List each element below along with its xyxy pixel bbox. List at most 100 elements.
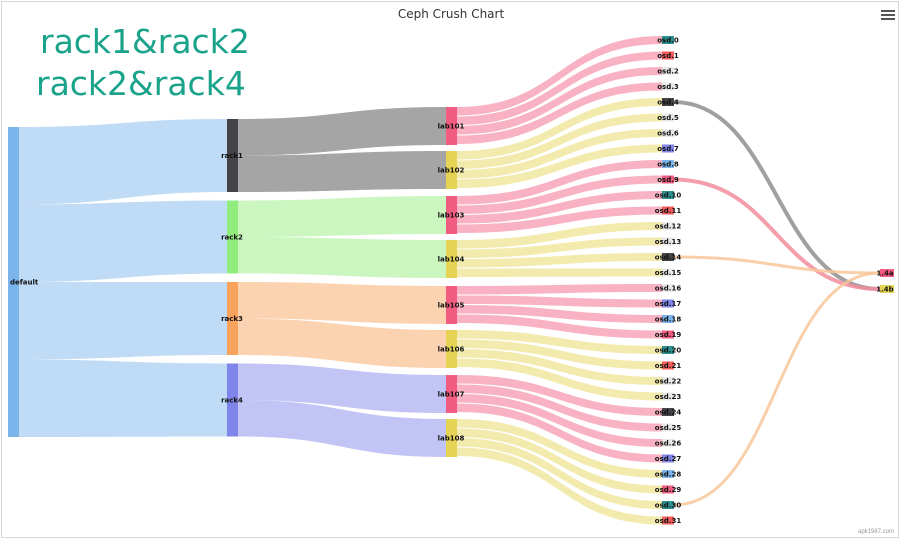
sankey-node[interactable] xyxy=(662,129,674,137)
sankey-link[interactable] xyxy=(238,107,446,156)
sankey-link[interactable] xyxy=(457,349,662,385)
sankey-link[interactable] xyxy=(457,358,662,401)
sankey-link[interactable] xyxy=(457,253,662,268)
sankey-link[interactable] xyxy=(457,191,662,224)
chart-credit[interactable]: apk1987.com xyxy=(858,529,895,535)
sankey-node[interactable] xyxy=(662,454,674,463)
sankey-node[interactable] xyxy=(662,206,674,215)
sankey-node[interactable] xyxy=(662,423,674,432)
sankey-node[interactable] xyxy=(446,151,457,189)
sankey-link[interactable] xyxy=(19,282,227,360)
sankey-link[interactable] xyxy=(457,175,662,215)
sankey-node[interactable] xyxy=(662,175,674,184)
sankey-link[interactable] xyxy=(457,284,662,295)
sankey-node[interactable] xyxy=(662,516,674,525)
sankey-node[interactable] xyxy=(446,196,457,234)
sankey-node[interactable] xyxy=(880,285,894,293)
sankey-node[interactable] xyxy=(446,330,457,368)
sankey-link[interactable] xyxy=(457,295,662,308)
sankey-node[interactable] xyxy=(662,98,674,106)
sankey-node-label: osd.29 xyxy=(655,486,682,494)
sankey-link[interactable] xyxy=(19,200,227,283)
sankey-node[interactable] xyxy=(662,253,674,261)
sankey-link[interactable] xyxy=(457,375,662,416)
sankey-node[interactable] xyxy=(662,315,674,323)
sankey-node[interactable] xyxy=(662,268,674,277)
sankey-node[interactable] xyxy=(446,419,457,457)
annotation-text: rack2&rack4 xyxy=(36,64,246,103)
sankey-link[interactable] xyxy=(457,206,662,234)
sankey-link[interactable] xyxy=(457,113,662,170)
sankey-link[interactable] xyxy=(457,314,662,339)
sankey-node[interactable] xyxy=(662,51,674,60)
sankey-link[interactable] xyxy=(457,82,662,145)
sankey-link[interactable] xyxy=(457,129,662,179)
sankey-link[interactable] xyxy=(238,400,446,457)
sankey-link[interactable] xyxy=(238,196,446,237)
sankey-node[interactable] xyxy=(227,200,238,274)
sankey-link[interactable] xyxy=(457,403,662,463)
sankey-node[interactable] xyxy=(662,501,674,509)
sankey-link[interactable] xyxy=(457,237,662,259)
sankey-link[interactable] xyxy=(457,438,662,509)
sankey-node[interactable] xyxy=(446,107,457,145)
sankey-node[interactable] xyxy=(446,286,457,324)
sankey-link[interactable] xyxy=(457,51,662,126)
sankey-link[interactable] xyxy=(457,428,662,494)
sankey-link[interactable] xyxy=(457,384,662,432)
sankey-link[interactable] xyxy=(238,318,446,369)
sankey-node[interactable] xyxy=(662,330,674,339)
sankey-link[interactable] xyxy=(457,36,662,116)
sankey-link[interactable] xyxy=(19,119,227,205)
sankey-link[interactable] xyxy=(238,151,446,192)
sankey-node[interactable] xyxy=(662,439,674,447)
sankey-node[interactable] xyxy=(446,375,457,413)
sankey-node[interactable] xyxy=(662,67,674,75)
sankey-node[interactable] xyxy=(662,160,674,168)
sankey-link[interactable] xyxy=(457,98,662,160)
sankey-node[interactable] xyxy=(662,392,674,401)
sankey-link[interactable] xyxy=(457,339,662,370)
sankey-link[interactable] xyxy=(672,255,881,275)
sankey-node[interactable] xyxy=(662,191,674,199)
sankey-link[interactable] xyxy=(457,268,662,278)
sankey-link[interactable] xyxy=(457,447,662,525)
sankey-node[interactable] xyxy=(662,113,674,122)
hamburger-menu-icon[interactable] xyxy=(881,10,895,22)
sankey-link[interactable] xyxy=(238,282,446,324)
sankey-link[interactable] xyxy=(672,271,881,507)
sankey-node[interactable] xyxy=(662,485,674,494)
sankey-node-label: osd.5 xyxy=(657,114,679,122)
sankey-link[interactable] xyxy=(457,394,662,447)
sankey-node[interactable] xyxy=(662,377,674,385)
sankey-node[interactable] xyxy=(446,240,457,278)
sankey-node[interactable] xyxy=(662,408,674,416)
sankey-link[interactable] xyxy=(238,237,446,278)
sankey-node[interactable] xyxy=(227,282,238,355)
sankey-link[interactable] xyxy=(457,419,662,478)
sankey-node[interactable] xyxy=(227,363,238,437)
sankey-link[interactable] xyxy=(457,160,662,205)
sankey-node[interactable] xyxy=(880,269,894,277)
sankey-node[interactable] xyxy=(662,36,674,44)
sankey-link[interactable] xyxy=(672,100,881,291)
sankey-node[interactable] xyxy=(8,127,19,437)
sankey-link[interactable] xyxy=(238,363,446,414)
sankey-node[interactable] xyxy=(662,222,674,230)
sankey-node[interactable] xyxy=(227,119,238,192)
sankey-node[interactable] xyxy=(662,237,674,246)
sankey-node[interactable] xyxy=(662,82,674,91)
sankey-link[interactable] xyxy=(457,67,662,135)
sankey-link[interactable] xyxy=(19,359,227,438)
sankey-node[interactable] xyxy=(662,284,674,292)
sankey-node[interactable] xyxy=(662,470,674,478)
sankey-node[interactable] xyxy=(662,361,674,370)
sankey-link[interactable] xyxy=(457,305,662,323)
sankey-node[interactable] xyxy=(662,346,674,354)
sankey-node[interactable] xyxy=(662,299,674,308)
sankey-link[interactable] xyxy=(457,330,662,354)
sankey-node-label: lab102 xyxy=(438,167,465,175)
sankey-node[interactable] xyxy=(662,144,674,153)
sankey-link[interactable] xyxy=(457,222,662,249)
sankey-link[interactable] xyxy=(457,144,662,189)
